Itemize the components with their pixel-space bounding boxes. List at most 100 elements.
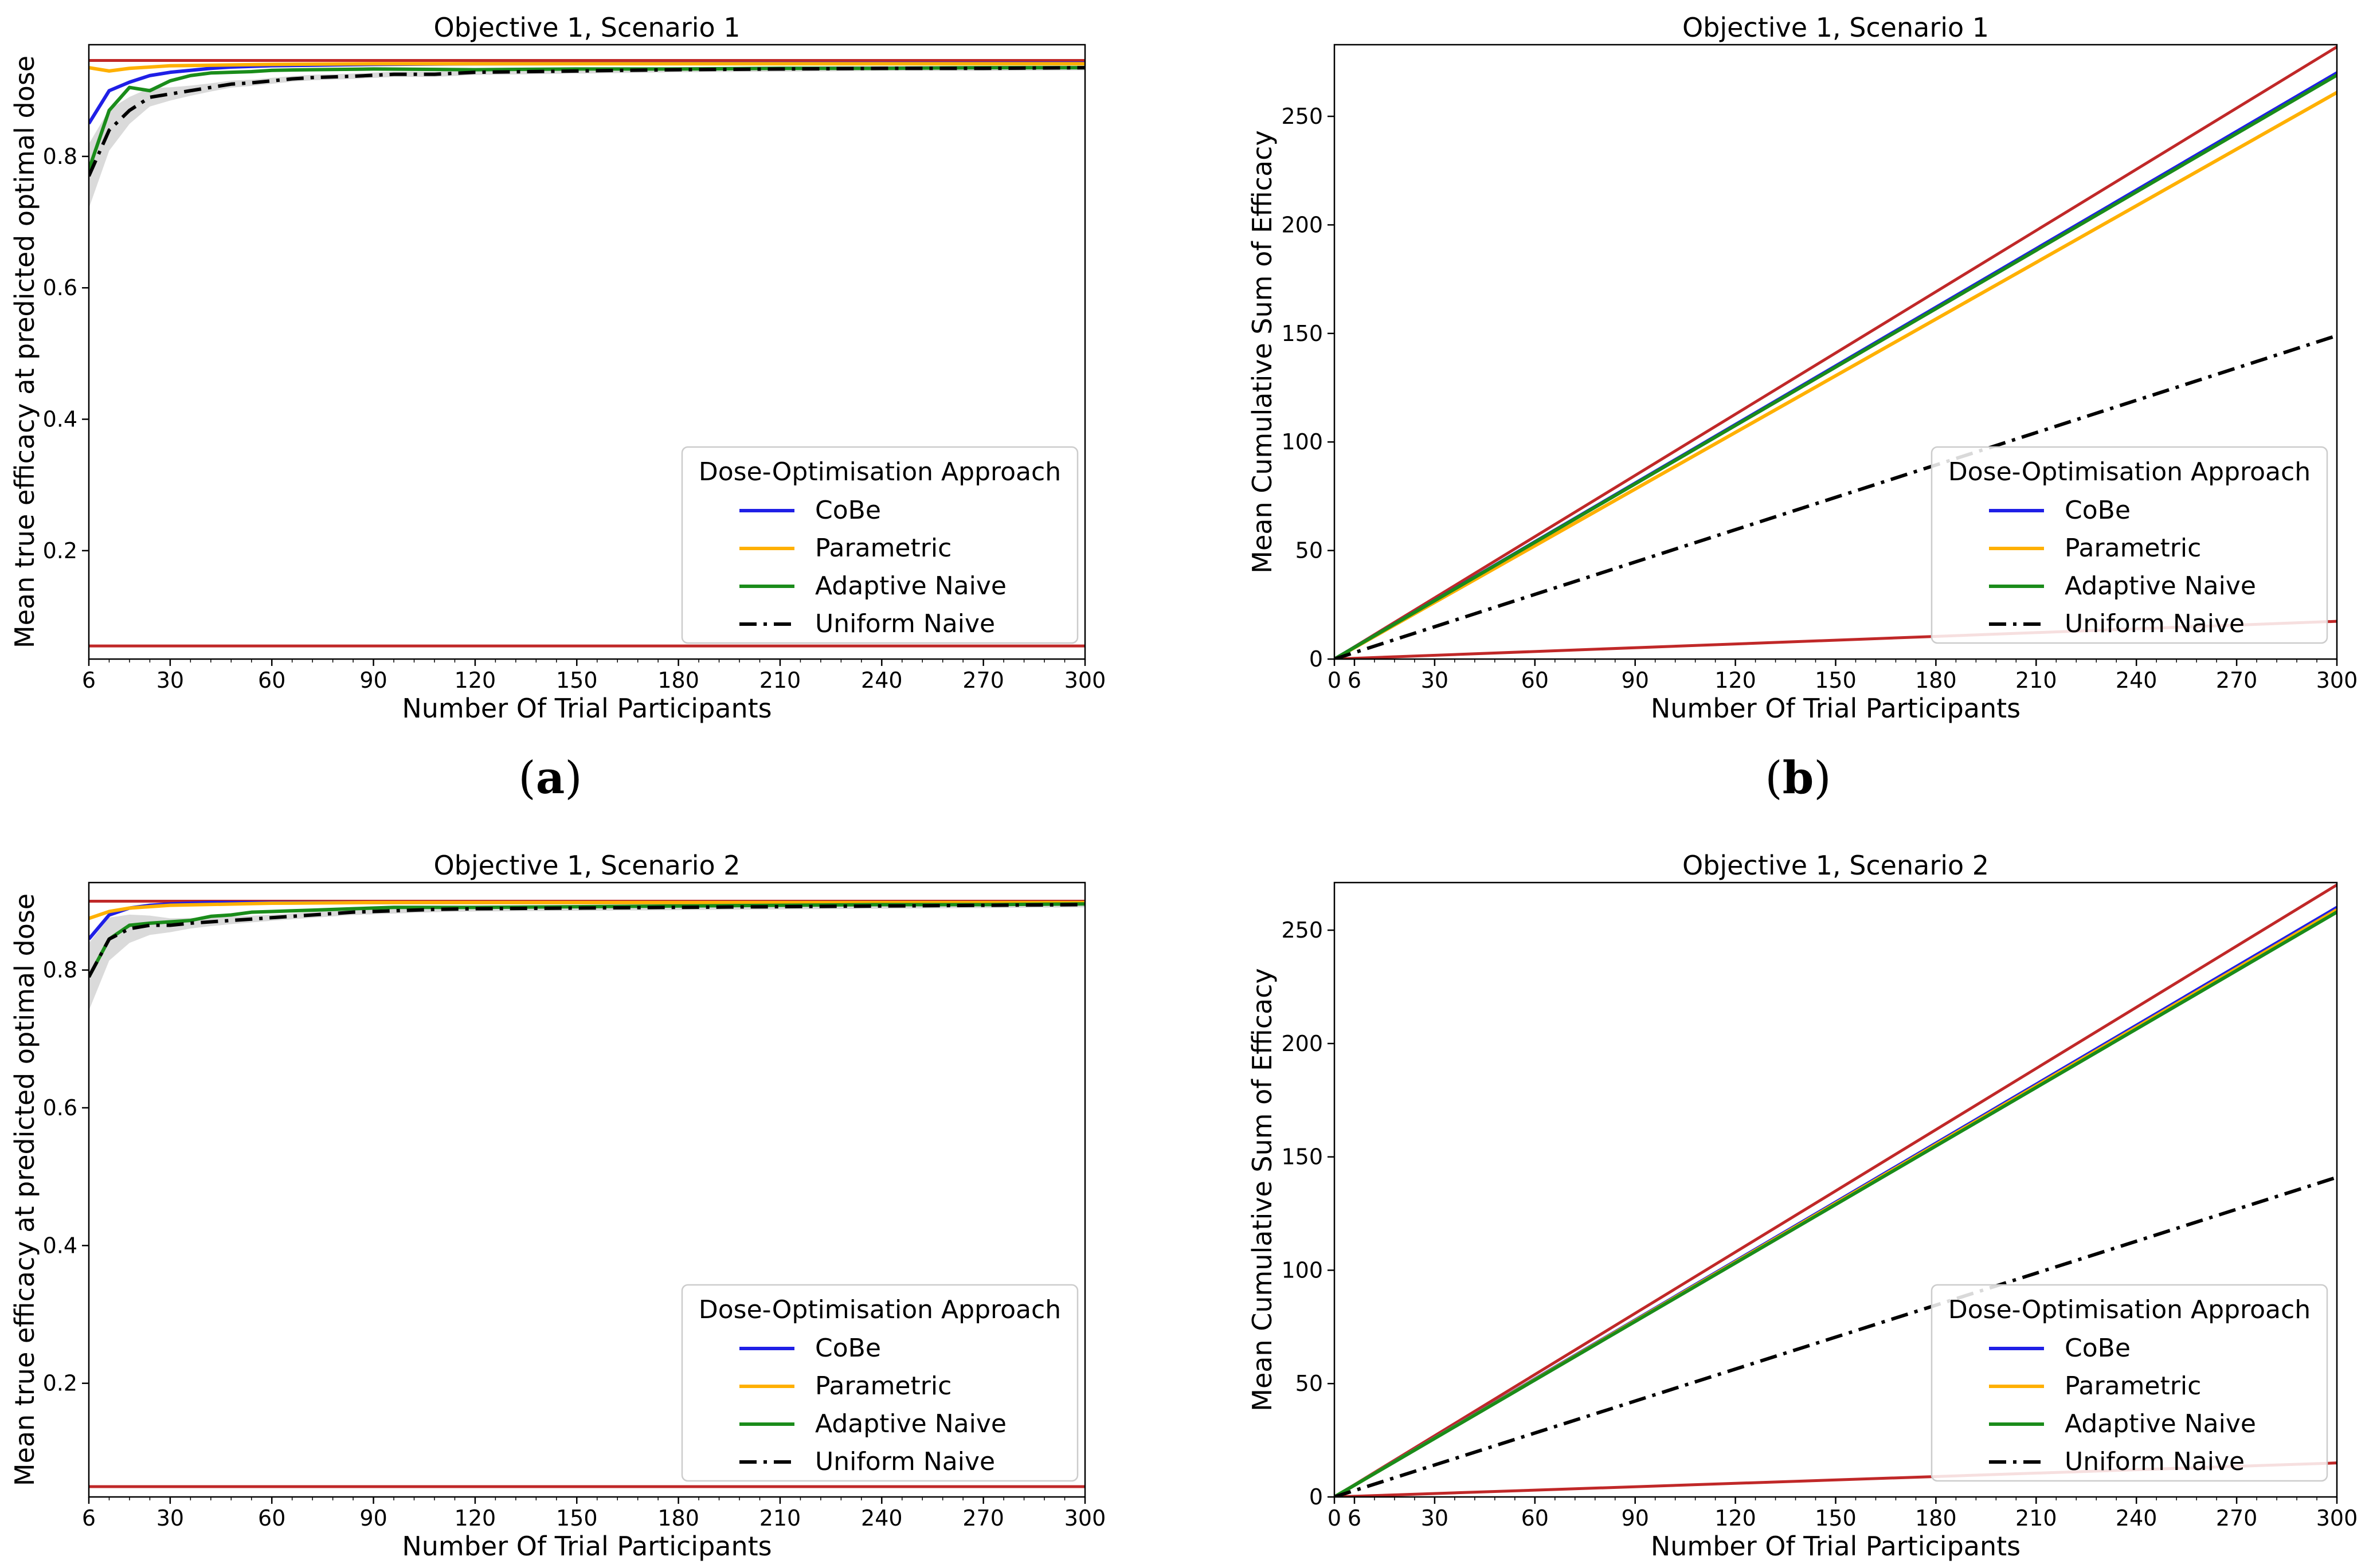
x-tick-label: 150 — [1815, 668, 1857, 693]
panel-c-bottom-left: 6 30 60 90 120 150 180 210 240 270 300 0.2 0.4 0.6 0.8… — [9, 850, 1106, 1562]
x-tick-label: 240 — [2116, 668, 2157, 693]
x-tick-label: 150 — [556, 668, 598, 693]
y-tick-label: 150 — [1281, 321, 1323, 346]
x-tick-label: 6 — [1348, 1506, 1361, 1531]
x-tick-label: 30 — [156, 668, 184, 693]
legend-label: CoBe — [2065, 496, 2131, 525]
y-tick-label: 0.4 — [43, 407, 77, 432]
legend-label: Parametric — [815, 1371, 951, 1401]
y-tick-label: 0.8 — [43, 144, 77, 169]
x-tick-label: 210 — [2015, 668, 2057, 693]
y-tick-label: 0.6 — [43, 1095, 77, 1120]
x-tick-label: 240 — [2116, 1506, 2157, 1531]
x-tick-label: 300 — [2316, 668, 2358, 693]
legend-label: Uniform Naive — [815, 1447, 995, 1476]
x-tick-label: 120 — [1714, 668, 1756, 693]
legend-label: Uniform Naive — [815, 609, 995, 638]
panel-d-bottom-right: 0 6 30 60 90 120 150 180 210 240 270 300 0 50 100 150 20… — [1247, 850, 2358, 1562]
x-tick-label: 120 — [455, 1506, 496, 1531]
y-tick-label: 100 — [1281, 1257, 1323, 1283]
x-tick-label: 300 — [1064, 668, 1106, 693]
legend-box — [1931, 1284, 2328, 1482]
legend-box — [1931, 446, 2328, 644]
data-layer — [89, 899, 1085, 1488]
y-tick-label: 0.2 — [43, 538, 77, 563]
legend: Dose-Optimisation Approach CoBe Parametric… — [681, 446, 1079, 644]
x-tick-label: 30 — [1421, 668, 1448, 693]
legend-label: CoBe — [2065, 1334, 2131, 1363]
plot-frame — [88, 881, 1086, 1498]
series-line-adaptive-naive — [1334, 910, 2337, 1497]
y-tick-label: 250 — [1281, 918, 1323, 943]
series-line-adaptive-naive — [1334, 73, 2337, 659]
legend-title: Dose-Optimisation Approach — [699, 457, 1061, 487]
y-tick-label: 200 — [1281, 1031, 1323, 1056]
y-tick-label: 50 — [1295, 538, 1323, 563]
series-line-adaptive-naive — [89, 902, 1085, 978]
reference-line-0 — [1334, 45, 2337, 659]
x-tick-label: 60 — [258, 1506, 285, 1531]
subfigure-label-b: (b) — [1765, 752, 1831, 804]
series-line-uniform-naive — [1334, 334, 2337, 659]
x-tick-label: 0 — [1328, 1506, 1341, 1531]
y-tick-label: 0.2 — [43, 1371, 77, 1396]
legend-title: Dose-Optimisation Approach — [1948, 457, 2311, 487]
x-tick-label: 210 — [759, 668, 801, 693]
y-tick-label: 0.8 — [43, 958, 77, 983]
chart-title: Objective 1, Scenario 1 — [433, 12, 740, 43]
panel-b-top-right: 0 6 30 60 90 120 150 180 210 240 270 300 0 50 100 150 20… — [1247, 12, 2358, 724]
legend-label: Adaptive Naive — [815, 571, 1007, 601]
x-tick-label: 30 — [156, 1506, 184, 1531]
x-tick-label: 270 — [962, 1506, 1004, 1531]
legend-box — [681, 446, 1079, 644]
y-tick-label: 200 — [1281, 212, 1323, 237]
y-tick-label: 100 — [1281, 429, 1323, 454]
x-tick-label: 180 — [1915, 668, 1957, 693]
legend-label: Parametric — [2065, 534, 2201, 563]
series-line-parametric — [1334, 91, 2337, 659]
x-tick-label: 60 — [258, 668, 285, 693]
legend-label: Adaptive Naive — [2065, 1409, 2256, 1438]
legend: Dose-Optimisation Approach CoBe Parametric… — [1931, 1284, 2328, 1482]
x-tick-label: 6 — [1348, 668, 1361, 693]
x-axis-label: Number Of Trial Participants — [402, 1531, 772, 1562]
x-tick-label: 300 — [1064, 1506, 1106, 1531]
x-tick-label: 180 — [1915, 1506, 1957, 1531]
y-tick-label: 0 — [1309, 1484, 1323, 1510]
x-tick-label: 60 — [1521, 1506, 1549, 1531]
chart-title: Objective 1, Scenario 1 — [1682, 12, 1989, 43]
x-tick-label: 240 — [861, 1506, 903, 1531]
legend-title: Dose-Optimisation Approach — [699, 1295, 1061, 1324]
x-tick-label: 210 — [2015, 1506, 2057, 1531]
data-layer — [1334, 45, 2337, 659]
legend-label: Parametric — [2065, 1371, 2201, 1401]
reference-line-0 — [1334, 883, 2337, 1497]
x-tick-label: 90 — [359, 668, 387, 693]
chart-title: Objective 1, Scenario 2 — [433, 850, 740, 881]
series-line-uniform-naive — [89, 903, 1085, 978]
x-tick-label: 270 — [962, 668, 1004, 693]
legend-label: Adaptive Naive — [2065, 571, 2256, 601]
data-layer — [89, 59, 1085, 648]
x-axis-label: Number Of Trial Participants — [402, 693, 772, 724]
x-tick-label: 180 — [657, 668, 699, 693]
chart-title: Objective 1, Scenario 2 — [1682, 850, 1989, 881]
y-axis-label: Mean Cumulative Sum of Efficacy — [1247, 130, 1278, 573]
legend-label: Uniform Naive — [2065, 1447, 2245, 1476]
y-tick-label: 0.6 — [43, 275, 77, 300]
legend-box — [681, 1284, 1079, 1482]
x-tick-label: 90 — [1622, 1506, 1649, 1531]
x-tick-label: 60 — [1521, 668, 1549, 693]
plot-frame — [88, 44, 1086, 660]
x-tick-label: 6 — [82, 1506, 96, 1531]
legend: Dose-Optimisation Approach CoBe Parametric… — [681, 1284, 1079, 1482]
legend-label: Uniform Naive — [2065, 609, 2245, 638]
y-tick-label: 0 — [1309, 646, 1323, 672]
panel-a-top-left: 6 30 60 90 120 150 180 210 240 270 300 0.2 0.4 0.6 0.8… — [9, 12, 1106, 724]
series-line-parametric — [89, 900, 1085, 920]
legend-label: CoBe — [815, 1334, 881, 1363]
y-tick-label: 250 — [1281, 104, 1323, 129]
series-line-uniform-naive — [1334, 1175, 2337, 1497]
x-tick-label: 90 — [1622, 668, 1649, 693]
x-tick-label: 120 — [455, 668, 496, 693]
